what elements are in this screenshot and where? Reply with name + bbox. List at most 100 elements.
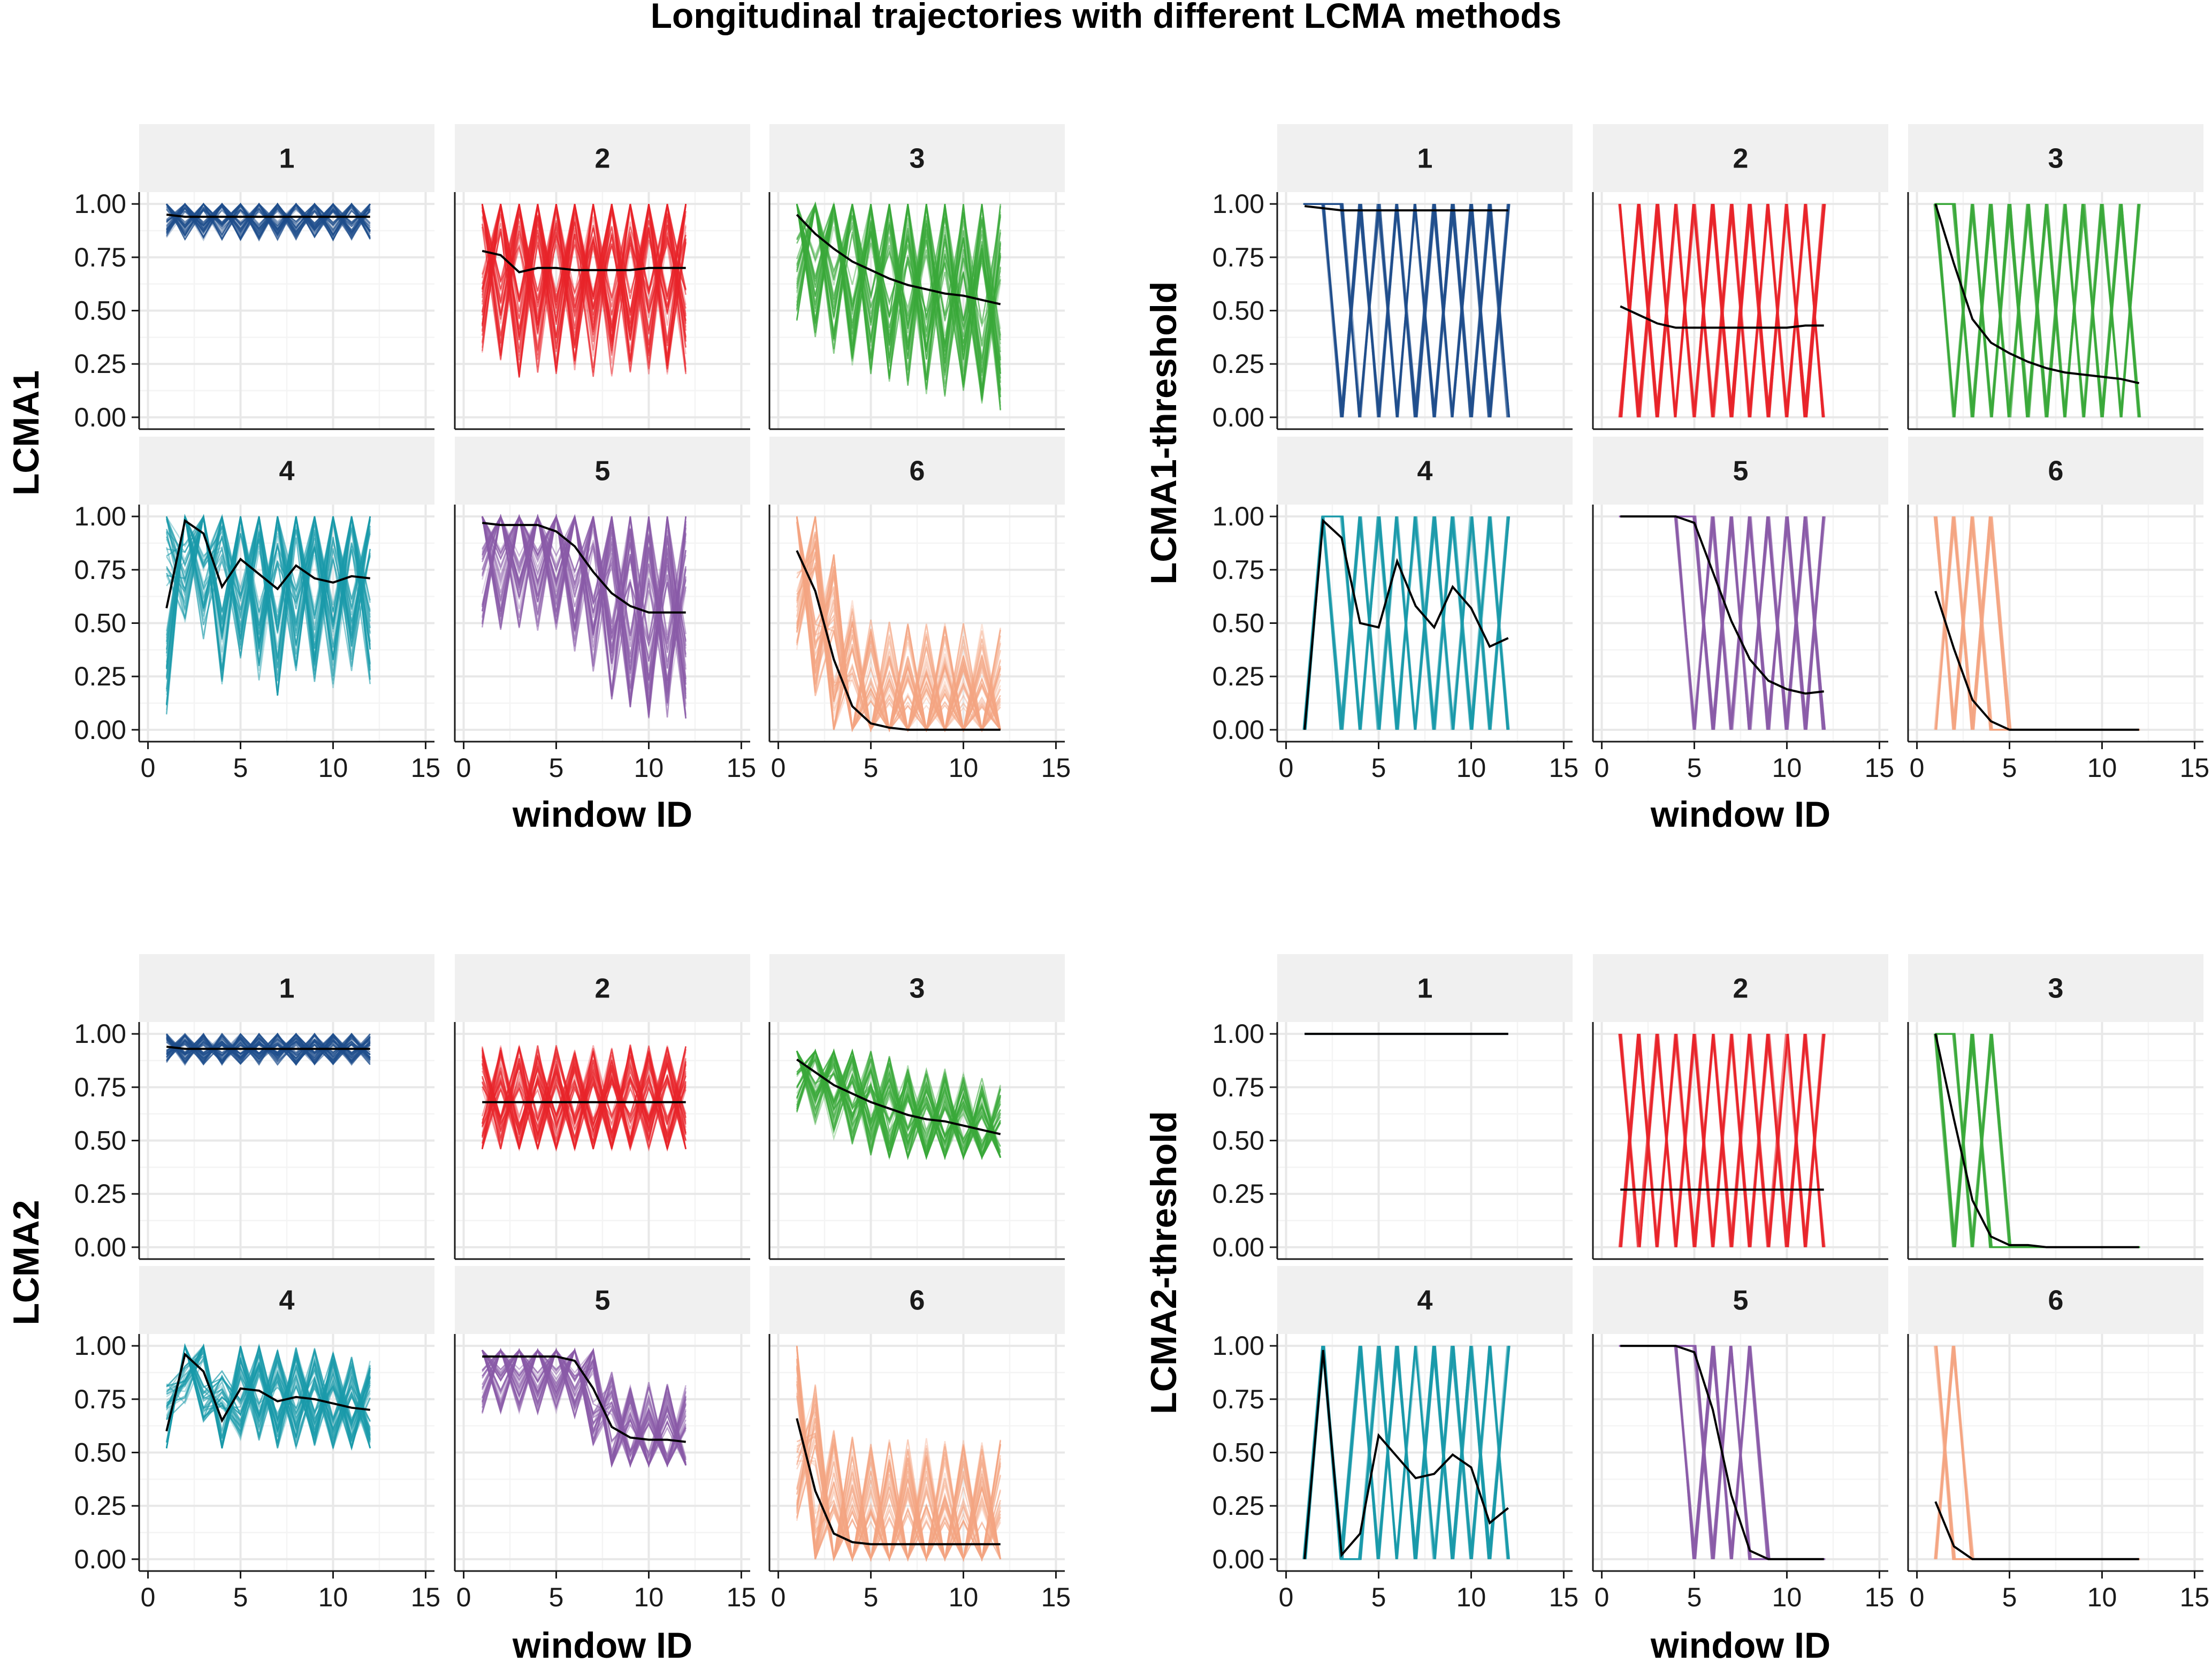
trajectory-line [796, 203, 1001, 391]
panel-LCMA2-threshold-4: 4 0.00 0.25 0.50 0.75 1.00 0 5 10 15 [1212, 1266, 1578, 1612]
chart-grid: 1 0.00 0.25 0.50 0.75 1.00 2 3 4 0.00 0.25 0.50 0.75… [6, 124, 2209, 1662]
y-tick-label: 0.50 [74, 296, 126, 326]
individual-trajectories [481, 514, 687, 719]
trajectory-line [796, 1049, 1001, 1156]
trajectory-line [796, 516, 1001, 732]
panel-LCMA2-threshold-1: 1 0.00 0.25 0.50 0.75 1.00 [1212, 954, 1573, 1262]
facet-label: 3 [2048, 143, 2064, 174]
trajectory-line [482, 1051, 687, 1152]
trajectory-line [796, 204, 1001, 390]
facet-strip [1593, 1266, 1888, 1334]
facet-label: 4 [279, 1285, 295, 1316]
facet-strip [455, 1266, 750, 1334]
individual-trajectories [796, 201, 1001, 411]
trajectory-line [481, 203, 687, 363]
trajectory-line [1620, 1033, 1824, 1247]
trajectory-line [796, 201, 1001, 370]
mean-trajectory-line [482, 1355, 686, 1443]
facet-strip [139, 124, 434, 192]
trajectory-line [796, 516, 1001, 732]
trajectory-line [482, 514, 687, 703]
mean-trajectory-line [1620, 305, 1824, 329]
trajectory-line [482, 1348, 687, 1463]
y-tick-label: 0.75 [74, 242, 126, 272]
facet-strip [1277, 124, 1573, 192]
trajectory-line [482, 1347, 687, 1468]
x-tick-label: 15 [411, 1582, 441, 1612]
x-tick-label: 0 [1279, 753, 1294, 783]
facet-label: 6 [2048, 456, 2064, 487]
trajectory-line [796, 533, 1001, 733]
trajectory-line [481, 1049, 687, 1149]
panel-LCMA2-3: 3 [768, 954, 1065, 1260]
trajectory-line [796, 1050, 1001, 1158]
facet-label: 5 [1733, 456, 1749, 487]
trajectory-line [481, 203, 687, 342]
facet-strip [455, 954, 750, 1022]
x-tick-label: 5 [2002, 1582, 2017, 1612]
trajectory-line [482, 1347, 687, 1467]
facet-group-3: 1 0.00 0.25 0.50 0.75 1.00 2 3 4 0.00 0.25 0.50 0.75… [6, 954, 1071, 1662]
panel-LCMA2-threshold-6: 6 0 5 10 15 [1907, 1266, 2209, 1612]
trajectory-line [481, 1050, 687, 1144]
y-tick-label: 1.00 [74, 1331, 126, 1361]
facet-strip [1908, 437, 2203, 505]
trajectory-line [481, 203, 687, 344]
y-tick-label: 0.50 [74, 608, 126, 638]
individual-trajectories [796, 1346, 1001, 1562]
y-tick-label: 1.00 [1212, 189, 1264, 219]
x-tick-label: 0 [141, 753, 156, 783]
trajectory-line [482, 1050, 687, 1152]
mean-trajectory-line [165, 519, 370, 609]
facet-label: 4 [1417, 1285, 1433, 1316]
x-axis-title: window ID [1650, 1625, 1830, 1662]
trajectory-line [1620, 204, 1825, 418]
panel-LCMA2-5: 5 0 5 10 15 [454, 1266, 756, 1612]
x-axis-title: window ID [512, 1625, 692, 1662]
trajectory-line [796, 201, 1001, 367]
trajectory-line [481, 203, 687, 364]
trajectory-line [165, 1343, 371, 1448]
facet-strip [769, 124, 1065, 192]
facet-group-1: 1 0.00 0.25 0.50 0.75 1.00 2 3 4 0.00 0.25 0.50 0.75… [6, 124, 1071, 835]
x-tick-label: 15 [1041, 1582, 1071, 1612]
mean-trajectory-line [1303, 518, 1509, 730]
trajectory-line [481, 203, 687, 362]
facet-strip [769, 437, 1065, 505]
y-tick-label: 0.25 [74, 1491, 126, 1521]
individual-trajectories [165, 514, 371, 715]
x-tick-label: 10 [318, 1582, 348, 1612]
trajectory-line [796, 1049, 1001, 1160]
facet-strip [1593, 124, 1888, 192]
trajectory-line [481, 204, 687, 342]
y-axis-title: LCMA2-threshold [1143, 1111, 1184, 1414]
facet-strip [1593, 954, 1888, 1022]
panel-LCMA1-threshold-3: 3 [1907, 124, 2203, 430]
mean-trajectory-line [1620, 515, 1824, 695]
trajectory-line [796, 516, 1001, 730]
facet-label: 2 [595, 973, 611, 1004]
panel-LCMA2-threshold-2: 2 [1592, 954, 1888, 1260]
trajectory-line [796, 203, 1001, 403]
trajectory-line [796, 1391, 1001, 1562]
y-tick-label: 1.00 [1212, 1019, 1264, 1049]
trajectory-line [482, 1348, 687, 1468]
x-tick-label: 10 [318, 753, 348, 783]
x-tick-label: 5 [864, 753, 879, 783]
y-tick-label: 0.25 [74, 661, 126, 691]
facet-strip [1908, 1266, 2203, 1334]
mean-trajectory-line [796, 550, 1001, 731]
trajectory-line [166, 1344, 371, 1448]
y-tick-label: 0.25 [1212, 1491, 1264, 1521]
facet-strip [455, 437, 750, 505]
facet-label: 6 [910, 456, 925, 487]
facet-group-4: 1 0.00 0.25 0.50 0.75 1.00 2 3 4 0.00 0.25 0.50 0.75… [1143, 954, 2209, 1662]
facet-label: 1 [279, 143, 295, 174]
mean-trajectory-line [165, 1352, 370, 1432]
y-tick-label: 0.00 [1212, 715, 1264, 745]
trajectory-line [1935, 204, 2141, 418]
y-tick-label: 0.50 [1212, 1126, 1264, 1156]
y-tick-label: 0.75 [74, 1072, 126, 1102]
y-tick-label: 0.50 [1212, 608, 1264, 638]
x-tick-label: 5 [864, 1582, 879, 1612]
